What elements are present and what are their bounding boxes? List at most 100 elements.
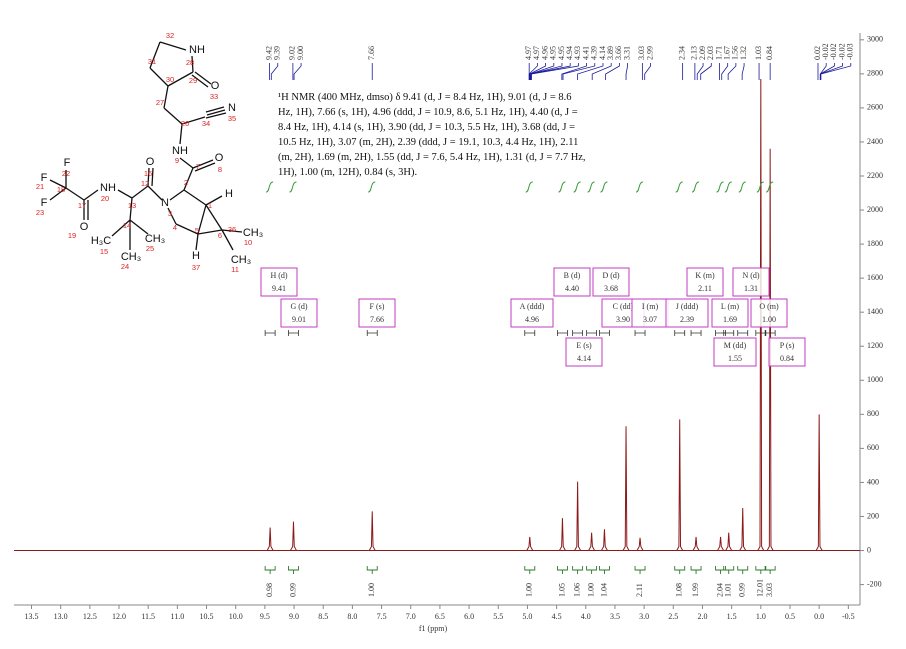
peak-label-leader [700,63,712,80]
peak-label: -0.02 [829,43,838,60]
integral-curve [691,181,700,193]
integral-bracket [634,566,646,574]
peak-label-leader [529,63,563,80]
atom-number: 12 [141,179,149,188]
atom-label: N [161,197,169,209]
peak-label-leader [591,63,612,80]
peak-label: 1.71 [714,46,723,60]
multiplet-range [634,330,646,336]
multiplet-label: D (d) [602,271,619,280]
integral-bracket [755,566,767,574]
peak-label-leader [529,63,546,80]
multiplet-label: G (d) [290,302,307,311]
peak-label-leader [577,63,604,80]
atom-number: 37 [192,263,200,272]
multiplet-range [557,330,568,336]
atom-number: 29 [189,76,197,85]
atom-label: NH [172,145,188,157]
y-tick-label: 600 [867,443,879,452]
atom-label: O [211,80,220,92]
atom-number: 26 [181,119,189,128]
multiplet-box [565,337,603,367]
integral-bracket [524,566,536,574]
x-tick-label: 6.0 [464,612,474,621]
x-tick-label: 0.5 [785,612,795,621]
atom-number: 22 [62,169,70,178]
atom-number: 2 [184,178,188,187]
x-tick-label: 10.5 [200,612,214,621]
multiplet-box [713,337,757,367]
peak-label: 2.09 [698,46,707,60]
multiplet-range [288,330,299,336]
atom-label: CH₃ [243,227,263,239]
multiplet-shift: 1.55 [728,354,742,363]
integral-bracket [737,566,749,574]
peak-label-leader [696,63,704,80]
atom-label: CH₃ [231,254,251,266]
peak-label-leader [727,63,737,80]
atom-number: 35 [228,114,236,123]
integral-curve [525,181,533,193]
peak-label-leader [528,63,538,80]
atom-number: 8 [218,165,222,174]
atom-label: CH₃ [121,251,141,263]
peak-label: 4.93 [573,46,582,60]
integral-bracket [366,566,378,574]
peak-label-leader [530,63,571,80]
integral-curve [765,181,774,193]
peak-label-leader [270,63,279,80]
peak-label: -0.03 [846,43,855,60]
x-tick-label: 4.0 [581,612,591,621]
multiplet-shift: 4.40 [565,284,579,293]
x-tick-label: 3.5 [610,612,620,621]
multiplet-label: N (d) [742,271,759,280]
atom-label: O [80,221,89,233]
peak-label-leader [625,63,628,80]
peak-label-leader [644,63,651,80]
peak-label: 0.02 [813,46,822,60]
peak-label: 2.34 [677,46,686,60]
atom-number: 6 [218,231,222,240]
integral-label: 3.03 [765,583,774,597]
peak [725,532,733,551]
multiplet-shift: 2.39 [680,315,694,324]
integral-label: 1.04 [599,583,608,597]
integral-label: 1.00 [367,583,376,597]
atom-number: 36 [228,225,236,234]
peak [692,536,700,551]
peak-label-leader [531,63,579,80]
multiplet-box [711,298,749,328]
atom-number: 19 [68,231,76,240]
peak-label: 2.99 [645,46,654,60]
multiplet-box [510,298,554,328]
integral-bracket [586,566,598,574]
y-tick-label: 2600 [867,103,883,112]
integral-label: 1.05 [557,583,566,597]
peak-label: 3.66 [614,46,623,60]
peak [526,536,534,551]
atom-label: CH₃ [145,233,165,245]
peak [601,529,608,551]
x-tick-label: 8.0 [347,612,357,621]
atom-label: NH [189,44,205,56]
multiplet-box [280,298,318,328]
integral-curve [289,181,297,193]
multiplet-shift: 1.31 [744,284,758,293]
atom-number: 33 [210,92,218,101]
atom-label: F [41,197,48,209]
peak-label: 4.96 [540,46,549,60]
integral-label: 2.11 [635,583,644,597]
integral-bracket [264,566,276,574]
atom-number: 17 [78,201,86,210]
peak-label: 7.66 [367,46,376,60]
atom-number: 15 [100,247,108,256]
multiplet-shift: 3.68 [604,284,618,293]
multiplet-shift: 9.41 [272,284,286,293]
multiplet-label: H (d) [270,271,287,280]
multiplet-shift: 4.14 [577,354,591,363]
molecule-bonds [49,41,243,251]
multiplet-range [737,330,749,336]
integral-label: 1.01 [724,583,733,597]
integral-curve [573,181,581,193]
